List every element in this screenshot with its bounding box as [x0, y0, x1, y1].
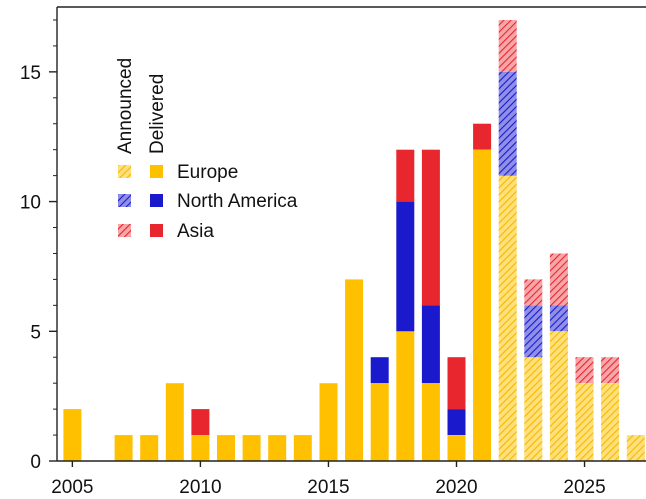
bar-europe-delivered-2007: [114, 435, 133, 461]
x-ticks: 2005 2010 2015 2020 2025: [51, 461, 606, 498]
bar-europe-delivered-2005: [63, 409, 82, 461]
bar-asia-delivered-2019: [421, 149, 440, 306]
bar-asia-delivered-2020: [447, 357, 466, 410]
bar-europe-announced-2026: [601, 383, 620, 461]
bar-asia-announced-2026: [601, 357, 620, 384]
legend-label-north-america: North America: [177, 191, 298, 212]
legend-swatch-asia-announced: [118, 224, 131, 237]
bar-europe-delivered-2021: [473, 149, 492, 461]
bar-asia-announced-2022: [498, 20, 517, 72]
x-tick-label: 2010: [179, 477, 221, 498]
bar-asia-announced-2024: [549, 253, 568, 306]
legend-header-announced: Announced: [115, 58, 136, 154]
bar-north-america-announced-2022: [498, 71, 517, 176]
bar-europe-delivered-2016: [345, 279, 364, 461]
y-tick-label: 5: [30, 322, 41, 343]
bar-europe-announced-2027: [626, 435, 645, 461]
y-tick-label: 10: [20, 193, 41, 214]
bar-north-america-delivered-2017: [370, 357, 389, 384]
y-tick-label: 0: [30, 452, 41, 473]
legend-swatch-europe-announced: [118, 165, 131, 178]
legend-swatch-europe-delivered: [150, 165, 163, 178]
bar-europe-delivered-2014: [293, 435, 312, 461]
y-ticks: 0 5 10 15: [20, 19, 57, 473]
bar-europe-announced-2023: [524, 357, 543, 461]
legend-swatch-north-america-delivered: [150, 194, 163, 207]
bar-asia-delivered-2010: [191, 409, 210, 435]
bar-europe-delivered-2012: [242, 435, 261, 461]
bar-europe-delivered-2008: [140, 435, 159, 461]
y-tick-label: 15: [20, 63, 41, 84]
bar-europe-announced-2025: [575, 383, 594, 461]
bar-europe-delivered-2020: [447, 435, 466, 461]
bar-europe-delivered-2017: [370, 383, 389, 461]
bar-north-america-delivered-2019: [421, 305, 440, 384]
legend: Announced Delivered Europe North America…: [115, 58, 298, 242]
bar-europe-delivered-2011: [217, 435, 235, 461]
bar-europe-announced-2024: [549, 331, 568, 461]
x-tick-label: 2015: [307, 477, 349, 498]
x-tick-label: 2020: [435, 477, 477, 498]
bar-asia-announced-2023: [524, 279, 543, 306]
legend-swatch-north-america-announced: [118, 194, 131, 207]
bar-north-america-announced-2023: [524, 305, 543, 358]
bar-europe-announced-2022: [498, 175, 517, 461]
bars-group: [63, 20, 645, 461]
legend-header-delivered: Delivered: [147, 74, 168, 154]
bar-north-america-delivered-2020: [447, 409, 466, 435]
bar-asia-delivered-2018: [396, 149, 415, 202]
bar-europe-delivered-2009: [165, 383, 184, 461]
bar-europe-delivered-2015: [319, 383, 338, 461]
bar-asia-announced-2025: [575, 357, 594, 384]
bar-north-america-announced-2024: [549, 305, 568, 332]
bar-asia-delivered-2021: [473, 123, 492, 150]
legend-swatch-asia-delivered: [150, 224, 163, 237]
bar-europe-delivered-2018: [396, 331, 415, 461]
legend-label-asia: Asia: [177, 221, 214, 242]
x-tick-label: 2025: [563, 477, 605, 498]
x-tick-label: 2005: [51, 477, 93, 498]
bar-europe-delivered-2019: [421, 383, 440, 461]
axes: [56, 6, 646, 462]
legend-label-europe: Europe: [177, 162, 238, 183]
bar-north-america-delivered-2018: [396, 201, 415, 332]
bar-europe-delivered-2010: [191, 435, 210, 461]
bar-europe-delivered-2013: [268, 435, 287, 461]
